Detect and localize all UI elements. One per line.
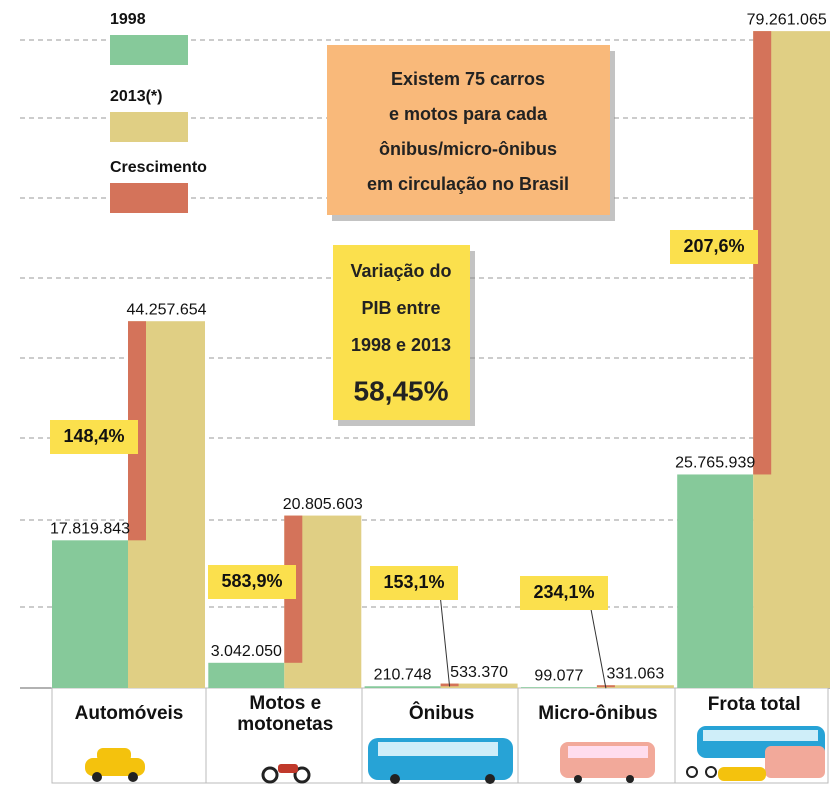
note-line: ônibus/micro-ônibus (379, 139, 557, 159)
value-label: 331.063 (606, 665, 664, 682)
value-label: 44.257.654 (126, 301, 206, 318)
note-line: 1998 e 2013 (351, 335, 451, 355)
bar-1998 (52, 540, 128, 688)
category-label: Automóveis (54, 703, 204, 724)
category-label: Micro-ônibus (523, 703, 673, 724)
note-line: Variação do (350, 261, 451, 281)
value-label: 210.748 (374, 666, 432, 683)
connector (440, 594, 450, 687)
value-label: 25.765.939 (675, 455, 755, 472)
chart: 1998 2013(*) Crescimento 17.819.843 44.257.6… (0, 0, 830, 785)
bar-1998 (521, 687, 597, 688)
growth-label: 583,9% (221, 571, 282, 591)
value-label: 3.042.050 (211, 643, 282, 660)
legend-swatch (110, 112, 188, 142)
value-label: 99.077 (534, 667, 583, 684)
note-line: e motos para cada (389, 104, 548, 124)
infographic: 1998 2013(*) Crescimento 17.819.843 44.257.6… (0, 0, 830, 785)
bar-1998 (208, 663, 284, 688)
connector (590, 604, 606, 688)
legend-label: Crescimento (110, 159, 207, 176)
note-line: 58,45% (354, 375, 449, 406)
category-label: Ônibus (367, 703, 517, 724)
value-label: 533.370 (450, 664, 508, 681)
growth-label: 234,1% (533, 582, 594, 602)
growth-label: 207,6% (683, 236, 744, 256)
legend-label: 1998 (110, 11, 146, 28)
legend-label: 2013(*) (110, 88, 162, 105)
bar-1998 (365, 686, 441, 688)
category-label: Frota total (679, 694, 829, 715)
note-line: Existem 75 carros (391, 69, 545, 89)
value-label: 79.261.065 (747, 11, 827, 28)
growth-label: 153,1% (383, 572, 444, 592)
note-line: PIB entre (361, 298, 440, 318)
bar-1998 (677, 474, 753, 688)
value-label: 20.805.603 (283, 496, 363, 513)
growth-label: 148,4% (63, 426, 124, 446)
legend-swatch (110, 35, 188, 65)
value-label: 17.819.843 (50, 521, 130, 538)
note-line: em circulação no Brasil (367, 174, 569, 194)
legend-swatch (110, 183, 188, 213)
category-label: Motos e motonetas (210, 693, 360, 735)
